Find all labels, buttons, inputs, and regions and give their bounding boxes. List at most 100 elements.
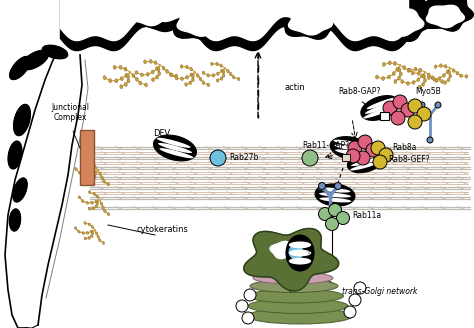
Ellipse shape xyxy=(319,188,350,193)
Circle shape xyxy=(383,101,397,115)
Ellipse shape xyxy=(289,250,311,256)
Ellipse shape xyxy=(439,64,442,68)
Ellipse shape xyxy=(319,197,351,202)
Circle shape xyxy=(344,306,356,318)
Ellipse shape xyxy=(84,222,86,224)
Ellipse shape xyxy=(149,59,152,63)
Circle shape xyxy=(358,135,372,149)
Ellipse shape xyxy=(396,67,399,71)
Ellipse shape xyxy=(141,73,144,77)
Ellipse shape xyxy=(333,140,365,147)
Circle shape xyxy=(371,141,385,155)
Polygon shape xyxy=(119,0,181,29)
Ellipse shape xyxy=(139,81,142,85)
Ellipse shape xyxy=(352,154,380,162)
Ellipse shape xyxy=(418,85,421,89)
Polygon shape xyxy=(14,104,30,135)
Text: Rab11a: Rab11a xyxy=(352,211,381,219)
Ellipse shape xyxy=(190,73,193,76)
Circle shape xyxy=(366,143,380,157)
Ellipse shape xyxy=(319,193,351,197)
Ellipse shape xyxy=(103,210,106,213)
Circle shape xyxy=(393,95,407,109)
Circle shape xyxy=(327,211,334,217)
Ellipse shape xyxy=(91,230,93,233)
Ellipse shape xyxy=(135,77,138,81)
Ellipse shape xyxy=(446,70,449,73)
Ellipse shape xyxy=(97,236,100,238)
Circle shape xyxy=(401,103,415,117)
Ellipse shape xyxy=(232,76,235,79)
Ellipse shape xyxy=(441,80,444,83)
Ellipse shape xyxy=(88,207,91,210)
Ellipse shape xyxy=(103,180,105,183)
Ellipse shape xyxy=(113,65,116,69)
Ellipse shape xyxy=(157,68,160,72)
Circle shape xyxy=(349,294,361,306)
Ellipse shape xyxy=(414,67,417,71)
Circle shape xyxy=(242,312,254,324)
Ellipse shape xyxy=(448,71,451,74)
Ellipse shape xyxy=(155,75,158,79)
Ellipse shape xyxy=(91,232,94,235)
Ellipse shape xyxy=(398,68,401,72)
Ellipse shape xyxy=(216,79,219,82)
Bar xyxy=(342,154,350,161)
Ellipse shape xyxy=(361,95,399,120)
Ellipse shape xyxy=(398,76,401,80)
Ellipse shape xyxy=(421,74,424,78)
Ellipse shape xyxy=(158,72,161,75)
Ellipse shape xyxy=(460,74,463,77)
Ellipse shape xyxy=(90,162,93,166)
Ellipse shape xyxy=(248,289,344,303)
Ellipse shape xyxy=(422,82,425,86)
Ellipse shape xyxy=(411,71,414,75)
Ellipse shape xyxy=(74,168,77,171)
Polygon shape xyxy=(83,10,128,35)
Ellipse shape xyxy=(286,235,314,271)
Ellipse shape xyxy=(407,68,410,72)
Text: actin: actin xyxy=(285,84,306,92)
Polygon shape xyxy=(8,141,22,169)
Ellipse shape xyxy=(103,76,106,80)
Ellipse shape xyxy=(330,137,370,159)
Text: Rab8a: Rab8a xyxy=(392,144,416,153)
Ellipse shape xyxy=(154,61,157,65)
Circle shape xyxy=(408,99,422,113)
Ellipse shape xyxy=(347,151,383,173)
Ellipse shape xyxy=(431,76,434,80)
Ellipse shape xyxy=(91,201,93,204)
Circle shape xyxy=(354,282,366,294)
Ellipse shape xyxy=(180,65,183,68)
Polygon shape xyxy=(427,5,465,28)
Ellipse shape xyxy=(127,75,130,79)
Ellipse shape xyxy=(185,83,187,86)
Ellipse shape xyxy=(74,227,77,230)
Polygon shape xyxy=(377,9,424,36)
Ellipse shape xyxy=(412,81,415,84)
Ellipse shape xyxy=(158,143,192,153)
Text: Rab8-GEF?: Rab8-GEF? xyxy=(388,155,429,165)
Circle shape xyxy=(328,203,341,216)
Polygon shape xyxy=(228,0,282,27)
Polygon shape xyxy=(417,0,473,31)
Ellipse shape xyxy=(135,71,138,74)
Ellipse shape xyxy=(382,76,384,80)
Ellipse shape xyxy=(444,81,447,84)
Circle shape xyxy=(319,182,326,190)
Ellipse shape xyxy=(207,83,210,87)
Ellipse shape xyxy=(456,72,459,75)
Ellipse shape xyxy=(154,135,197,161)
Ellipse shape xyxy=(222,74,225,77)
Circle shape xyxy=(348,141,362,155)
Circle shape xyxy=(379,148,393,162)
Ellipse shape xyxy=(428,73,430,77)
Ellipse shape xyxy=(289,241,311,248)
Circle shape xyxy=(408,115,422,129)
Circle shape xyxy=(417,107,431,121)
Text: Rab8-GAP?: Rab8-GAP? xyxy=(338,88,380,96)
Ellipse shape xyxy=(365,102,395,114)
Ellipse shape xyxy=(152,78,155,82)
Ellipse shape xyxy=(85,161,88,164)
Ellipse shape xyxy=(95,205,98,208)
